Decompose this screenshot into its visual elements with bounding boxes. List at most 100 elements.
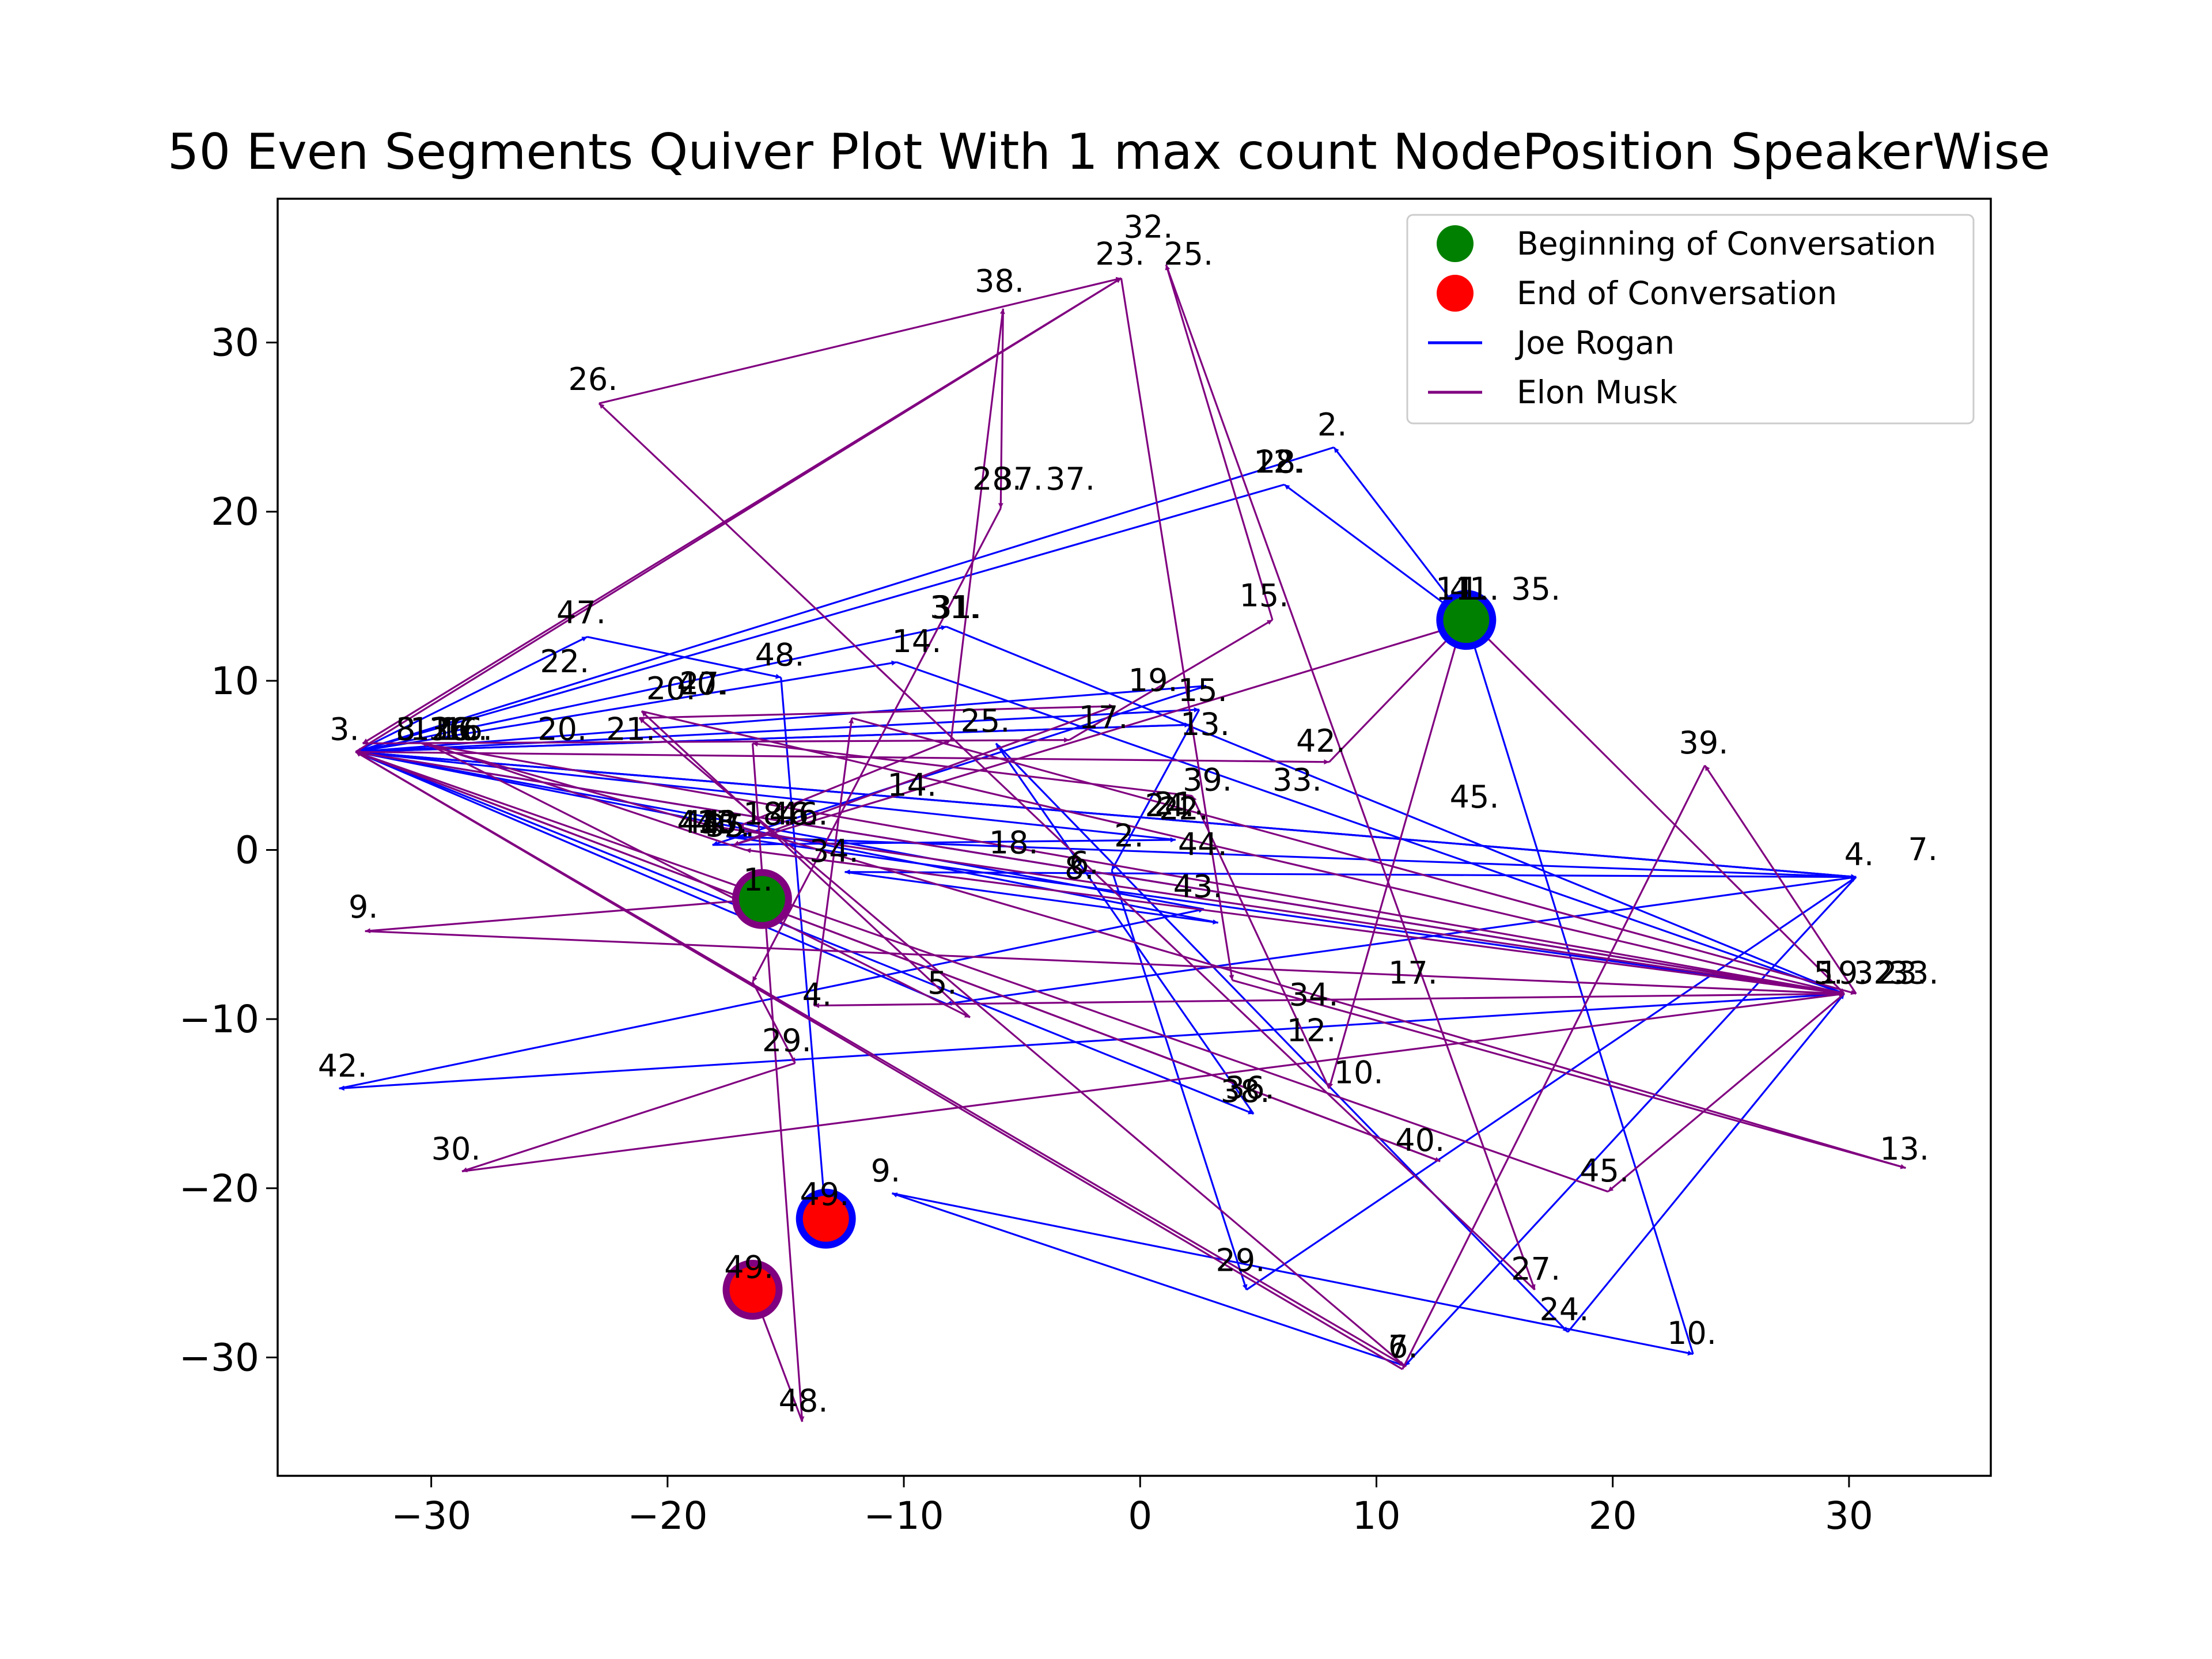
quiver-arrow	[355, 751, 1254, 1115]
point-label: 3.	[396, 711, 426, 748]
point-label: 39.	[1679, 725, 1729, 761]
x-tick-label: −10	[863, 1494, 944, 1538]
legend-label: Beginning of Conversation	[1517, 225, 1936, 262]
quiver-arrow	[1111, 709, 1200, 871]
point-label: 14.	[887, 767, 937, 804]
point-label: 16.	[443, 711, 493, 748]
point-label: 9.	[349, 889, 378, 925]
quiver-arrow	[752, 507, 1002, 983]
y-tick-label: 10	[211, 659, 259, 703]
quiver-arrow	[1245, 876, 1857, 1291]
point-label: 47.	[700, 808, 750, 844]
quiver-arrow	[733, 705, 1115, 846]
point-label: 23.	[1095, 236, 1145, 272]
quiver-arrow	[365, 898, 763, 934]
point-label: 26.	[569, 361, 618, 397]
point-label: 21.	[606, 711, 656, 748]
point-label: 40.	[677, 665, 726, 702]
point-label: 1.	[743, 862, 773, 898]
point-label: 32.	[1854, 955, 1903, 991]
quiver-arrow	[1191, 795, 1330, 1089]
x-tick-label: −30	[391, 1494, 471, 1538]
point-label: 46.	[769, 796, 819, 832]
legend-label: Elon Musk	[1517, 374, 1677, 411]
point-label: 18.	[743, 796, 793, 832]
quiver-arrow	[892, 1192, 1406, 1367]
quiver-arrow	[638, 717, 1406, 1367]
quiver-arrow	[339, 993, 1844, 1091]
axes: −30 −20 −10 0 10 20 30 −30 −20 −10 0 10 20 30	[179, 198, 1992, 1538]
quiver-arrow	[587, 635, 782, 679]
point-label: 17.	[1079, 699, 1128, 736]
quiver-arrow	[362, 737, 1070, 745]
series-joe-rogan	[339, 446, 1857, 1367]
quiver-arrow	[641, 710, 1845, 995]
chart-title: 50 Even Segments Quiver Plot With 1 max …	[168, 123, 2050, 181]
quiver-arrow	[995, 743, 1255, 1115]
point-label: 5.	[927, 965, 957, 1001]
x-tick-label: −20	[627, 1494, 707, 1538]
quiver-arrow	[355, 749, 1176, 841]
quiver-arrow	[752, 741, 1192, 797]
quiver-arrow	[1333, 446, 1467, 621]
point-label: 3.	[329, 711, 359, 748]
point-label: 12.	[1287, 1012, 1336, 1048]
quiver-arrow	[355, 446, 1335, 753]
point-label: 44.	[681, 804, 731, 840]
point-label: 44.	[1178, 826, 1228, 862]
point-label: 39.	[1183, 762, 1232, 798]
point-label: 16.	[438, 711, 488, 748]
quiver-arrow	[946, 626, 1845, 995]
quiver-arrow	[738, 739, 952, 827]
quiver-arrow	[1232, 979, 1906, 1169]
point-label: 10.	[1667, 1315, 1717, 1351]
quiver-arrow	[461, 1062, 796, 1172]
quiver-arrow	[355, 750, 1844, 995]
point-label: 43.	[1173, 869, 1223, 905]
point-label: 13.	[1880, 1131, 1929, 1167]
point-label: 26.	[431, 711, 481, 748]
point-label: 46.	[779, 796, 828, 832]
point-label: 30.	[431, 1131, 481, 1167]
point-label: 21.	[1154, 786, 1204, 822]
quiver-arrow	[599, 276, 1122, 404]
point-label: 5.	[1813, 955, 1843, 991]
point-label: 33.	[1272, 762, 1322, 798]
quiver-arrow	[1404, 876, 1857, 1367]
point-label: 42.	[1296, 723, 1346, 759]
x-tick-label: 30	[1825, 1494, 1873, 1538]
quiver-arrow	[1704, 764, 1857, 995]
point-label: 8.	[396, 711, 426, 748]
quiver-arrow	[844, 871, 1218, 925]
legend-marker	[1437, 225, 1474, 262]
point-label: 37.	[1046, 461, 1095, 497]
quiver-arrow	[355, 683, 1207, 753]
point-label: 20.	[537, 711, 587, 748]
point-label: 43.	[696, 804, 745, 840]
quiver-arrow	[738, 825, 1906, 1169]
quiver-arrow	[421, 742, 1844, 995]
point-label: 15.	[1178, 672, 1228, 709]
y-tick-label: 0	[235, 828, 259, 873]
quiver-arrow	[355, 483, 1285, 753]
point-label: 38.	[1221, 1073, 1270, 1109]
point-label: 6.	[1069, 845, 1099, 881]
point-label: 25.	[1164, 236, 1213, 272]
point-label: 13.	[1180, 706, 1230, 743]
quiver-arrow	[355, 751, 947, 1005]
point-label: 18.	[989, 824, 1039, 861]
point-label: 11.	[1435, 571, 1485, 607]
point-label: 15.	[1240, 578, 1289, 614]
point-label: 36.	[429, 711, 479, 748]
legend-label: End of Conversation	[1517, 275, 1837, 312]
quiver-arrow	[1283, 483, 1467, 621]
quiver-arrow	[1607, 993, 1845, 1192]
point-label: 27.	[1511, 1251, 1560, 1287]
point-label: 33.	[1889, 955, 1939, 991]
y-tick-label: −20	[179, 1166, 259, 1211]
quiver-arrow	[355, 751, 1330, 765]
quiver-arrow	[1567, 993, 1845, 1333]
quiver-arrow	[426, 743, 746, 851]
quiver-arrow	[813, 718, 854, 1006]
quiver-arrow	[946, 876, 1857, 1006]
